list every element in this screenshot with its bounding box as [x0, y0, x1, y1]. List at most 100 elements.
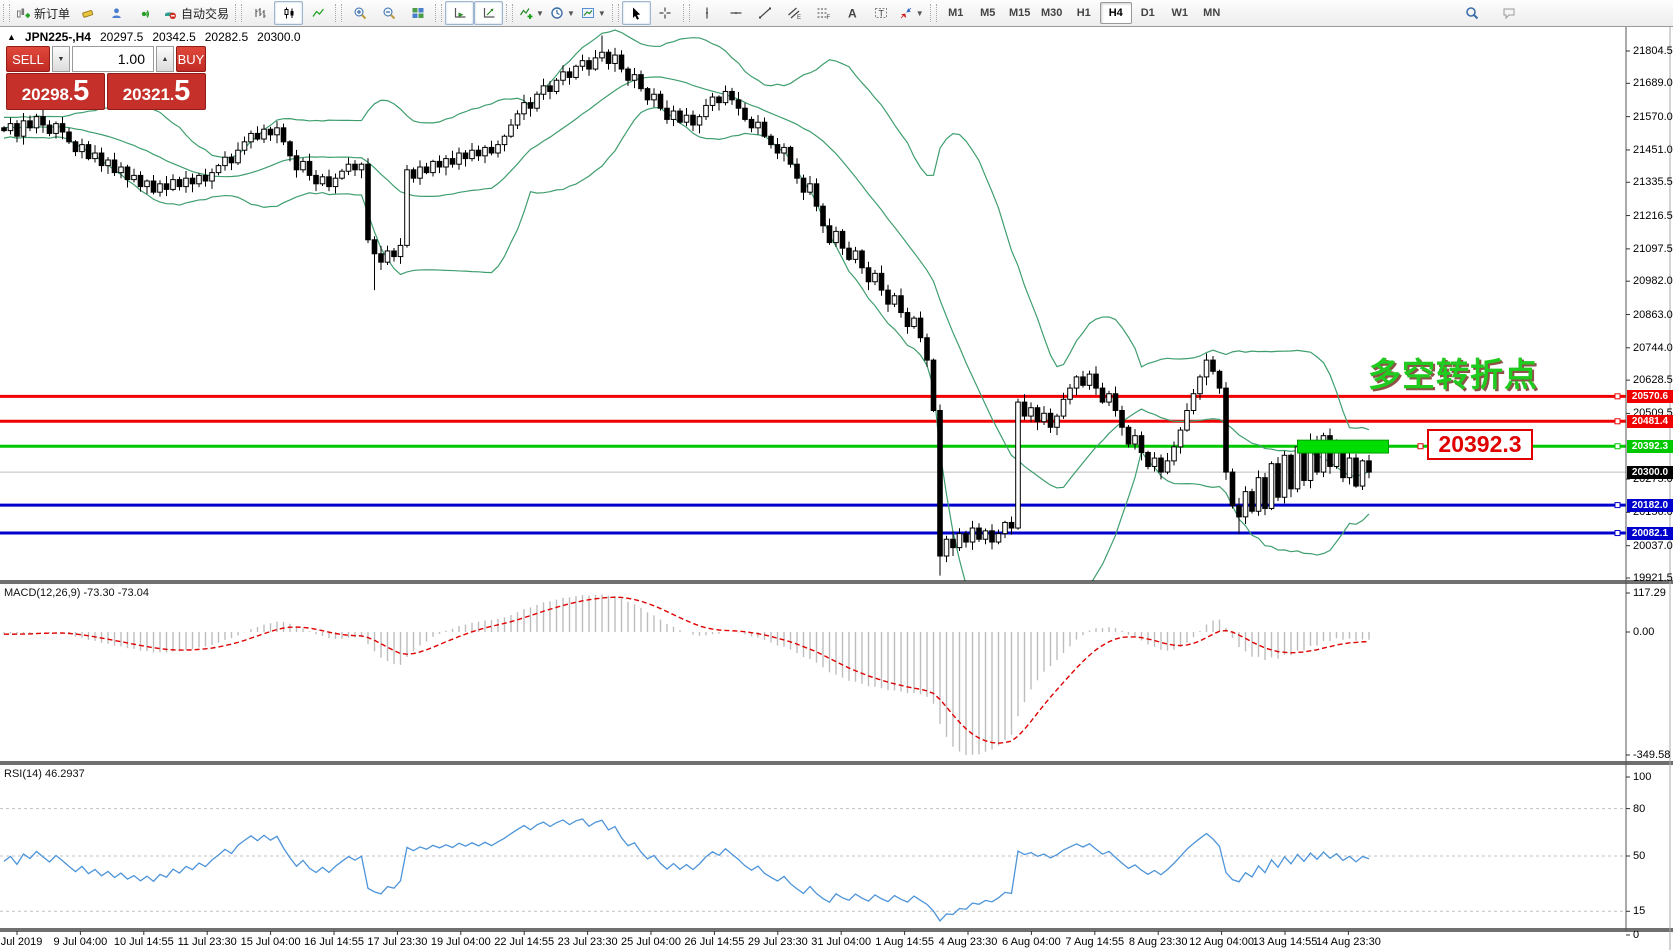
channel-button[interactable]: E: [780, 1, 809, 25]
rsi-line: [3, 818, 1370, 922]
symbol-period-label: JPN225-,H4: [24, 30, 91, 44]
autotrading-label: 自动交易: [181, 6, 230, 21]
eraser-button[interactable]: [73, 1, 102, 25]
buy-price-display[interactable]: 20321 . 5: [107, 73, 206, 110]
green-highlight-box[interactable]: [1297, 439, 1389, 454]
chart-shift-icon: [483, 8, 495, 18]
toolbar-grip[interactable]: [235, 4, 243, 22]
volume-input[interactable]: 1.00: [72, 46, 154, 72]
trend-line-button[interactable]: [751, 1, 780, 25]
chat-button[interactable]: [1494, 1, 1523, 25]
hline-handle[interactable]: [1614, 443, 1621, 450]
bar-chart-button[interactable]: [245, 1, 274, 25]
toolbar-grip[interactable]: [682, 4, 690, 22]
tile-windows-icon: [412, 8, 424, 18]
svg-text:A: A: [848, 7, 857, 21]
macd-histogram: [3, 594, 1370, 755]
auto-scroll-icon: [454, 8, 466, 18]
line-chart-icon: [312, 8, 324, 17]
timeframe-M30-button[interactable]: M30: [1041, 7, 1063, 19]
fibonacci-button[interactable]: F: [809, 1, 838, 25]
toolbar-right-icons: [1457, 1, 1523, 25]
hline-handle[interactable]: [1614, 530, 1621, 537]
horizontal-line-objects[interactable]: [0, 393, 1626, 537]
volume-increase-button[interactable]: ▲: [156, 46, 174, 72]
one-click-trading-panel: SELL ▼ 1.00 ▲ BUY 20298 . 5 20321 . 5: [6, 46, 206, 110]
text-label-button[interactable]: T: [867, 1, 896, 25]
hline-handle[interactable]: [1614, 393, 1621, 400]
text-button[interactable]: A: [838, 1, 867, 25]
bar-chart-icon: [254, 8, 266, 18]
toolbar-grip[interactable]: [929, 4, 937, 22]
volume-decrease-button[interactable]: ▼: [52, 46, 70, 72]
open-value: 20297.5: [99, 30, 144, 44]
collapse-icon[interactable]: ▲: [7, 32, 16, 42]
timeframe-D1-button[interactable]: D1: [1140, 7, 1155, 19]
toolbar-grip[interactable]: [335, 4, 343, 22]
chevron-down-icon[interactable]: ▼: [566, 8, 575, 18]
zoom-in-button[interactable]: [345, 1, 374, 25]
templates-button[interactable]: ▼: [578, 1, 609, 25]
turning-point-annotation[interactable]: 多空转折点: [1368, 356, 1538, 393]
autotrading-button[interactable]: 自动交易: [160, 1, 232, 25]
line-chart-button[interactable]: [303, 1, 332, 25]
new-order-label: 新订单: [34, 6, 71, 21]
candlesticks: [1, 35, 1372, 576]
crosshair-button[interactable]: [651, 1, 680, 25]
indicators-button[interactable]: ▼: [516, 1, 547, 25]
chart-shift-button[interactable]: [474, 1, 504, 25]
autotrading-icon: [165, 12, 177, 19]
trend-line-icon: [759, 7, 772, 19]
eraser-icon: [81, 9, 93, 18]
low-value: 20282.5: [204, 30, 249, 44]
timeframe-M5-button[interactable]: M5: [980, 7, 996, 19]
new-order-icon: [17, 8, 30, 18]
toolbar-grip[interactable]: [506, 4, 514, 22]
tile-windows-button[interactable]: [403, 1, 432, 25]
buy-button[interactable]: BUY: [176, 46, 206, 72]
toolbar-grip[interactable]: [435, 4, 443, 22]
price-callout-label[interactable]: 20392.3: [1427, 429, 1533, 460]
toolbar-grip[interactable]: [611, 4, 619, 22]
profiles-button[interactable]: [102, 1, 131, 25]
vertical-line-icon: [706, 7, 709, 19]
timeframe-H1-button[interactable]: H1: [1076, 7, 1091, 19]
timeframe-M15-button[interactable]: M15: [1009, 7, 1031, 19]
buy-price-dot: .: [169, 87, 175, 104]
sell-price-int: 20298: [21, 85, 69, 104]
chevron-down-icon[interactable]: ▼: [915, 8, 924, 18]
arrows-button[interactable]: ▼: [896, 1, 927, 25]
indicators-icon: [520, 8, 533, 19]
timeframe-W1-button[interactable]: W1: [1171, 7, 1188, 19]
timeframe-M1-button[interactable]: M1: [948, 7, 964, 19]
timeframe-MN-button[interactable]: MN: [1203, 7, 1221, 19]
signal-button[interactable]: [131, 1, 160, 25]
periods-button[interactable]: ▼: [547, 1, 578, 25]
chart-ohlc-header: ▲ JPN225-,H4 20297.5 20342.5 20282.5 203…: [7, 30, 301, 44]
green-line-handle[interactable]: [1417, 443, 1424, 450]
timeframe-H4-button[interactable]: H4: [1099, 2, 1132, 24]
sell-price-display[interactable]: 20298 . 5: [6, 73, 105, 110]
cursor-button[interactable]: [621, 1, 651, 25]
macd-signal-value: -73.04: [117, 587, 149, 599]
svg-text:T: T: [879, 9, 885, 19]
chevron-down-icon[interactable]: ▼: [597, 8, 606, 18]
zoom-out-button[interactable]: [374, 1, 403, 25]
channel-icon: E: [788, 7, 801, 20]
chevron-down-icon[interactable]: ▼: [536, 8, 544, 18]
auto-scroll-button[interactable]: [445, 1, 475, 25]
search-button[interactable]: [1457, 1, 1486, 25]
horizontal-line-button[interactable]: [722, 1, 751, 25]
hline-handle[interactable]: [1614, 418, 1621, 425]
candle-chart-icon: [284, 7, 294, 19]
hline-handle[interactable]: [1614, 502, 1621, 509]
candle-chart-button[interactable]: [274, 1, 304, 25]
svg-text:F: F: [827, 15, 831, 20]
high-value: 20342.5: [152, 30, 196, 44]
vertical-line-button[interactable]: [693, 1, 722, 25]
new-order-button[interactable]: 新订单: [13, 1, 73, 25]
sell-button[interactable]: SELL: [6, 46, 50, 72]
toolbar-grip[interactable]: [3, 4, 10, 22]
crosshair-icon: [659, 7, 671, 19]
main-toolbar: 新订单 自动交易 ▼ ▼ ▼ E F A T ▼ M1 M5 M15 M30 H1 H4 D1 W1 MN: [0, 0, 1673, 27]
